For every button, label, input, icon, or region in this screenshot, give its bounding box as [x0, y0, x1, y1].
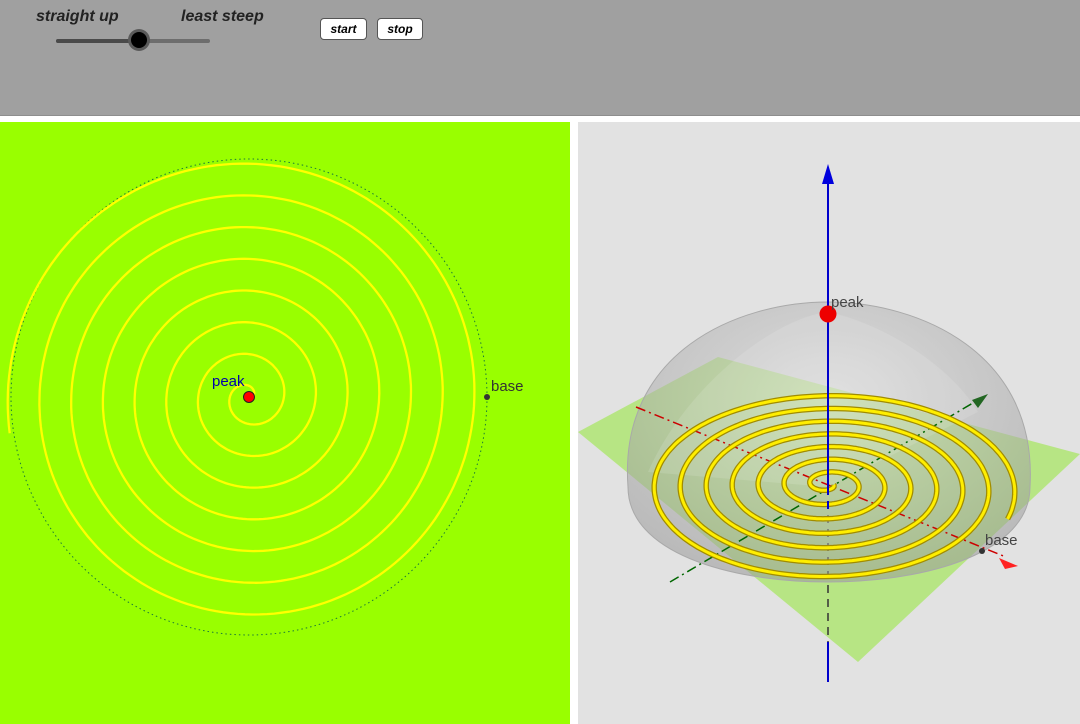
spiral-path[interactable] [6, 162, 476, 616]
stop-button[interactable]: stop [377, 18, 423, 40]
graphics-view-3d[interactable]: peak base [578, 122, 1080, 724]
view-divider[interactable] [570, 122, 578, 724]
peak-label: peak [212, 373, 245, 390]
graphics-2d-canvas[interactable]: peak base [0, 122, 570, 724]
toolbar: straight up least steep start stop [0, 0, 1080, 116]
slider-handle[interactable] [131, 32, 148, 48]
base-point[interactable] [484, 394, 490, 400]
z-axis-arrow [822, 164, 834, 184]
y-axis-arrow [972, 394, 988, 408]
x-axis-arrow [999, 558, 1018, 569]
x-axis [635, 406, 1007, 558]
base-point-3d[interactable] [979, 548, 985, 554]
peak-label-3d: peak [831, 294, 864, 311]
graphics-3d-canvas[interactable]: peak base [578, 122, 1080, 724]
slider-right-label: least steep [181, 8, 264, 25]
peak-point-3d[interactable] [819, 305, 837, 323]
slider-left-label: straight up [36, 8, 119, 25]
peak-point[interactable] [243, 391, 255, 403]
slider-fill [56, 39, 140, 43]
base-label-3d: base [985, 532, 1018, 549]
start-button[interactable]: start [320, 18, 367, 40]
spiral-tube[interactable] [652, 394, 1017, 578]
graphics-view-2d[interactable]: peak base [0, 122, 570, 724]
base-label: base [491, 378, 524, 395]
